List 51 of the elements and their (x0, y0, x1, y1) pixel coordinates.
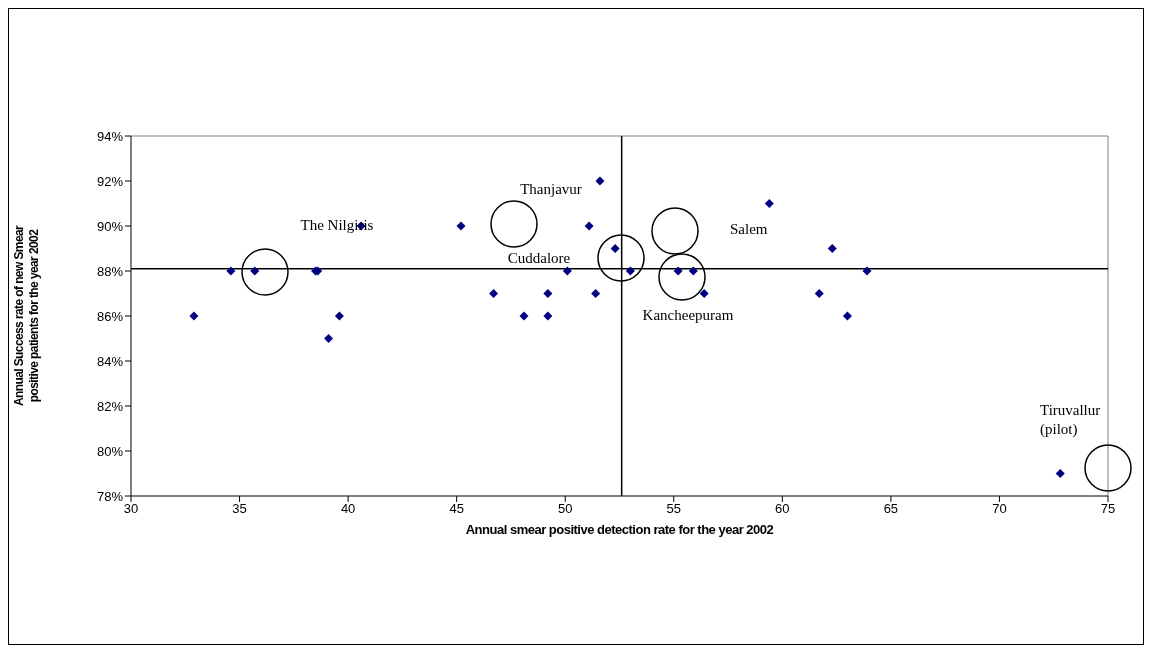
point (584, 221, 594, 231)
y-tick-label: 82% (96, 398, 124, 414)
x-tick-label: 50 (557, 501, 573, 517)
point (764, 199, 774, 208)
point (673, 266, 683, 276)
point (842, 311, 852, 321)
point (489, 289, 499, 298)
point (610, 244, 620, 253)
y-tick-label: 88% (96, 263, 124, 279)
point (862, 266, 872, 276)
point (625, 266, 635, 276)
point (543, 289, 553, 298)
x-tick-label: 60 (775, 501, 790, 517)
y-tick-label: 94% (96, 128, 124, 144)
point (591, 289, 601, 298)
point (562, 266, 572, 276)
y-tick-label: 86% (96, 308, 124, 324)
x-tick-label: 75 (1100, 501, 1116, 517)
point (543, 311, 553, 321)
y-tick-label: 90% (96, 218, 124, 234)
annotation: Thanjavur (520, 181, 582, 197)
point (334, 311, 344, 321)
point (1055, 469, 1065, 478)
y-axis-title: Annual Success rate of new Smear positive patients for the year 2002 (12, 224, 41, 407)
annotation: Kancheepuram (642, 307, 734, 323)
x-tick-label: 45 (449, 501, 464, 517)
point (226, 266, 236, 276)
x-axis-title: Annual smear positive detection rate for the year 2002 (465, 522, 774, 537)
y-tick-label: 92% (96, 173, 124, 189)
annotation: Salem (730, 221, 768, 237)
y-tick-label: 84% (96, 353, 124, 369)
point (189, 311, 199, 321)
annotation: Tiruvallur (pilot) (1040, 402, 1101, 438)
y-tick-label: 78% (96, 488, 124, 504)
point (699, 289, 709, 298)
x-tick-label: 70 (992, 501, 1007, 517)
point (814, 289, 824, 298)
point (595, 176, 605, 186)
point (688, 266, 698, 276)
point (324, 334, 334, 343)
x-tick-label: 55 (666, 501, 682, 517)
y-tick-label: 80% (96, 443, 124, 459)
annotation: Cuddalore (507, 250, 571, 266)
x-tick-label: 65 (883, 501, 899, 517)
x-tick-label: 40 (340, 501, 356, 517)
point (827, 244, 837, 253)
point (519, 311, 529, 321)
x-tick-label: 35 (232, 501, 247, 517)
x-tick-label: 30 (123, 501, 139, 517)
point (250, 266, 260, 276)
point (456, 221, 466, 231)
